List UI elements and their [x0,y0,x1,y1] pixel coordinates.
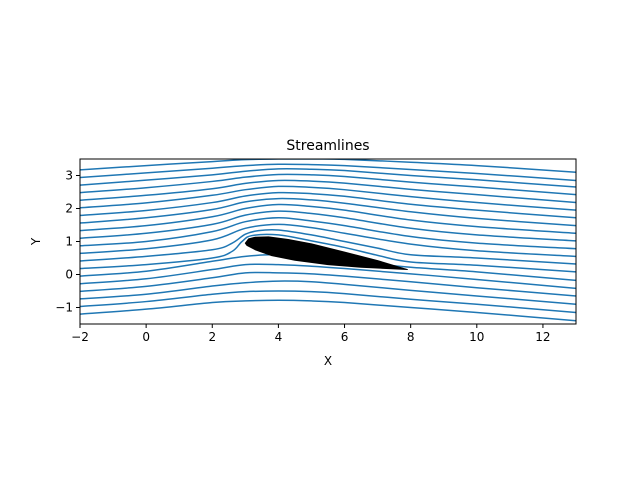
streamline-3 [80,280,576,305]
streamline-20 [80,159,576,173]
streamline-15 [80,185,576,211]
x-axis-label: X [324,354,332,368]
streamline-9 [80,223,576,258]
streamline-8 [80,228,576,265]
airfoil-body [244,236,408,271]
y-tick-label: 0 [65,268,73,282]
streamline-13 [80,197,576,227]
x-tick-label: 8 [407,330,415,344]
plot-area [80,159,576,322]
y-axis-label: Y [29,237,43,246]
streamline-16 [80,179,576,204]
streamline-10 [80,216,576,250]
streamline-17 [80,173,576,196]
x-tick-label: 12 [535,330,550,344]
streamline-1 [80,299,576,322]
streamline-7 [80,233,576,273]
x-tick-label: 6 [341,330,349,344]
y-tick-label: −1 [55,301,73,315]
streamline-2 [80,290,576,314]
x-tick-label: 2 [208,330,216,344]
streamline-5 [80,263,576,290]
y-tick-label: 1 [65,235,73,249]
streamline-14 [80,191,576,219]
y-axis: −1 0 1 2 3 [55,169,80,315]
streamline-11 [80,210,576,242]
x-tick-label: 10 [469,330,484,344]
streamline-19 [80,163,576,182]
y-tick-label: 2 [65,202,73,216]
streamline-18 [80,168,576,188]
chart-title: Streamlines [286,138,369,154]
x-tick-label: 0 [142,330,150,344]
streamline-4 [80,271,576,297]
streamline-12 [80,203,576,234]
y-tick-label: 3 [65,169,73,183]
x-axis: −2 0 2 4 6 8 10 12 [71,324,551,344]
x-tick-label: −2 [71,330,89,344]
x-tick-label: 4 [275,330,283,344]
